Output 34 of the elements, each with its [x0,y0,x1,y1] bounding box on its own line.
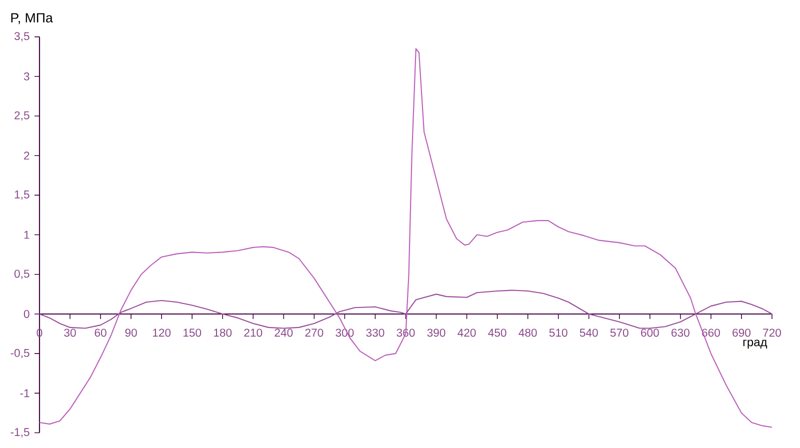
x-tick-label: 600 [641,328,659,337]
x-tick-label: 630 [672,328,690,337]
y-axis-title: P, МПа [11,13,53,24]
x-tick-label: 540 [580,328,598,337]
y-tick-label: 3,5 [14,32,30,42]
y-tick-label: -0,5 [10,348,30,358]
y-tick-label: 0 [24,310,30,318]
y-tick-label: 3 [24,72,30,80]
x-tick-label: 450 [488,328,506,337]
x-tick-label: 270 [305,328,324,337]
x-tick-label: 720 [763,328,781,337]
x-tick-label: 30 [64,328,76,337]
x-tick-label: 690 [732,328,750,337]
x-tick-label: 120 [152,328,171,337]
x-tick-label: 240 [274,328,293,337]
x-tick-label: 570 [610,328,628,337]
x-tick-label: 180 [214,328,232,337]
y-tick-label: 0,5 [14,270,30,280]
x-axis-title: град [743,340,768,349]
x-tick-label: 60 [94,328,106,337]
x-tick-label: 150 [184,328,202,337]
x-tick-label: 390 [427,328,446,337]
y-tick-label: -1 [20,389,30,398]
x-tick-label: 510 [549,328,568,337]
x-tick-label: 90 [125,328,137,337]
y-tick-label: 2,5 [14,111,30,121]
x-tick-label: 330 [366,328,384,337]
y-tick-label: 2 [24,152,30,160]
y-tick-label: 1 [24,230,30,239]
x-tick-label: 480 [518,328,537,337]
x-tick-label: 210 [244,328,262,337]
y-tick-label: 1,5 [14,190,30,200]
x-tick-label: 420 [458,328,476,337]
y-tick-label: -1,5 [10,428,30,438]
